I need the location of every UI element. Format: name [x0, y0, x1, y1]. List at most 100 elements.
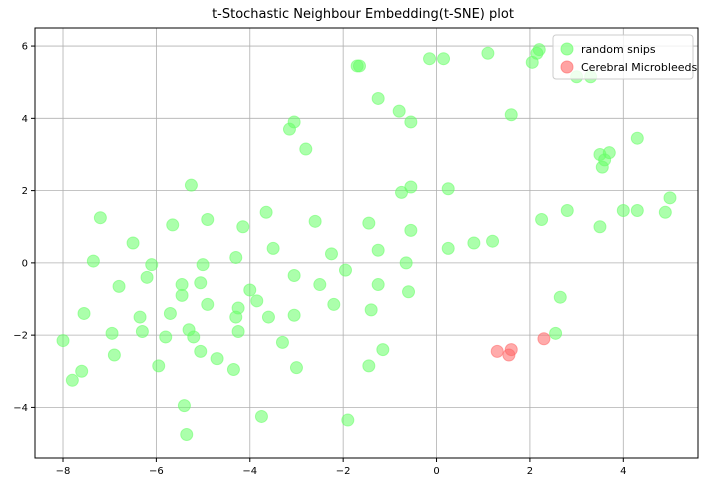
random-snip-point	[107, 348, 121, 362]
random-snip-point	[402, 285, 416, 299]
random-snip-point	[196, 258, 210, 272]
random-snip-point	[201, 297, 215, 311]
random-snip-point	[65, 373, 79, 387]
legend-label-random-snips: random snips	[581, 43, 656, 56]
random-snip-point	[404, 115, 418, 129]
y-tick-label: 0	[22, 258, 28, 269]
series-1	[490, 332, 551, 362]
random-snip-point	[126, 236, 140, 250]
random-snip-point	[376, 343, 390, 357]
y-tick-label: 4	[22, 114, 28, 125]
random-snip-point	[180, 428, 194, 442]
random-snip-point	[254, 409, 268, 423]
random-snip-point	[371, 278, 385, 292]
random-snip-point	[616, 203, 630, 217]
cerebral-microbleed-point	[490, 344, 504, 358]
random-snip-point	[481, 46, 495, 60]
y-axis-ticks: −4 −2 0 2 4 6	[13, 42, 35, 414]
x-tick-label: 2	[527, 466, 533, 477]
x-tick-label: 0	[433, 466, 439, 477]
random-snip-point	[231, 301, 245, 315]
legend-box	[552, 34, 694, 80]
random-snip-point	[93, 211, 107, 225]
random-snip-point	[362, 216, 376, 230]
random-snip-point	[560, 203, 574, 217]
cerebral-microbleed-point	[537, 332, 551, 346]
random-snip-point	[226, 362, 240, 376]
random-snip-point	[166, 218, 180, 232]
random-snip-point	[549, 326, 563, 340]
random-snip-point	[535, 213, 549, 227]
random-snip-point	[313, 278, 327, 292]
x-axis-ticks: −8 −6 −4 −2 0 2 4	[56, 458, 626, 477]
random-snip-point	[135, 325, 149, 339]
random-snip-point	[77, 306, 91, 320]
legend-marker-random-snips	[560, 42, 574, 56]
random-snip-point	[275, 335, 289, 349]
random-snip-point	[504, 108, 518, 122]
random-snip-point	[140, 270, 154, 284]
random-snip-point	[56, 334, 70, 348]
random-snip-point	[593, 220, 607, 234]
random-snip-point	[441, 241, 455, 255]
random-snip-point	[229, 250, 243, 264]
random-snip-point	[86, 254, 100, 268]
random-snip-point	[364, 303, 378, 317]
random-snip-point	[287, 308, 301, 322]
random-snip-point	[175, 288, 189, 302]
random-snip-point	[392, 104, 406, 118]
random-snip-point	[261, 310, 275, 324]
random-snip-point	[112, 279, 126, 293]
x-tick-label: −8	[56, 466, 71, 477]
x-tick-label: −6	[149, 466, 164, 477]
random-snip-point	[105, 326, 119, 340]
x-tick-label: −4	[242, 466, 257, 477]
random-snip-point	[324, 247, 338, 261]
x-tick-label: 4	[620, 466, 626, 477]
chart-title: t-Stochastic Neighbour Embedding(t-SNE) …	[212, 7, 514, 22]
random-snip-point	[663, 191, 677, 205]
data-points	[56, 43, 677, 442]
random-snip-point	[299, 142, 313, 156]
random-snip-point	[194, 276, 208, 290]
random-snip-point	[486, 234, 500, 248]
y-tick-label: −2	[13, 331, 28, 342]
random-snip-point	[437, 52, 451, 66]
random-snip-point	[231, 325, 245, 339]
random-snip-point	[243, 283, 257, 297]
random-snip-point	[341, 413, 355, 427]
random-snip-point	[287, 269, 301, 283]
random-snip-point	[289, 361, 303, 375]
random-snip-point	[250, 294, 264, 308]
random-snip-point	[423, 52, 437, 66]
random-snip-point	[133, 310, 147, 324]
random-snip-point	[187, 330, 201, 344]
random-snip-point	[159, 330, 173, 344]
random-snip-point	[630, 131, 644, 145]
random-snip-point	[441, 182, 455, 196]
random-snip-point	[352, 59, 366, 73]
random-snip-point	[194, 344, 208, 358]
random-snip-point	[602, 146, 616, 160]
random-snip-point	[404, 223, 418, 237]
plot-frame	[34, 27, 699, 459]
random-snip-point	[266, 241, 280, 255]
legend-marker-cerebral-microbleeds	[560, 60, 574, 74]
random-snip-point	[287, 115, 301, 129]
random-snip-point	[152, 359, 166, 373]
random-snip-point	[630, 203, 644, 217]
random-snip-point	[532, 43, 546, 57]
random-snip-point	[175, 278, 189, 292]
random-snip-point	[259, 205, 273, 219]
random-snip-point	[236, 220, 250, 234]
random-snip-point	[145, 258, 159, 272]
random-snip-point	[210, 352, 224, 366]
random-snip-point	[338, 263, 352, 277]
random-snip-point	[75, 364, 89, 378]
random-snip-point	[399, 256, 413, 270]
y-tick-label: 2	[22, 186, 28, 197]
random-snip-point	[327, 297, 341, 311]
random-snip-point	[201, 213, 215, 227]
random-snip-point	[371, 91, 385, 105]
